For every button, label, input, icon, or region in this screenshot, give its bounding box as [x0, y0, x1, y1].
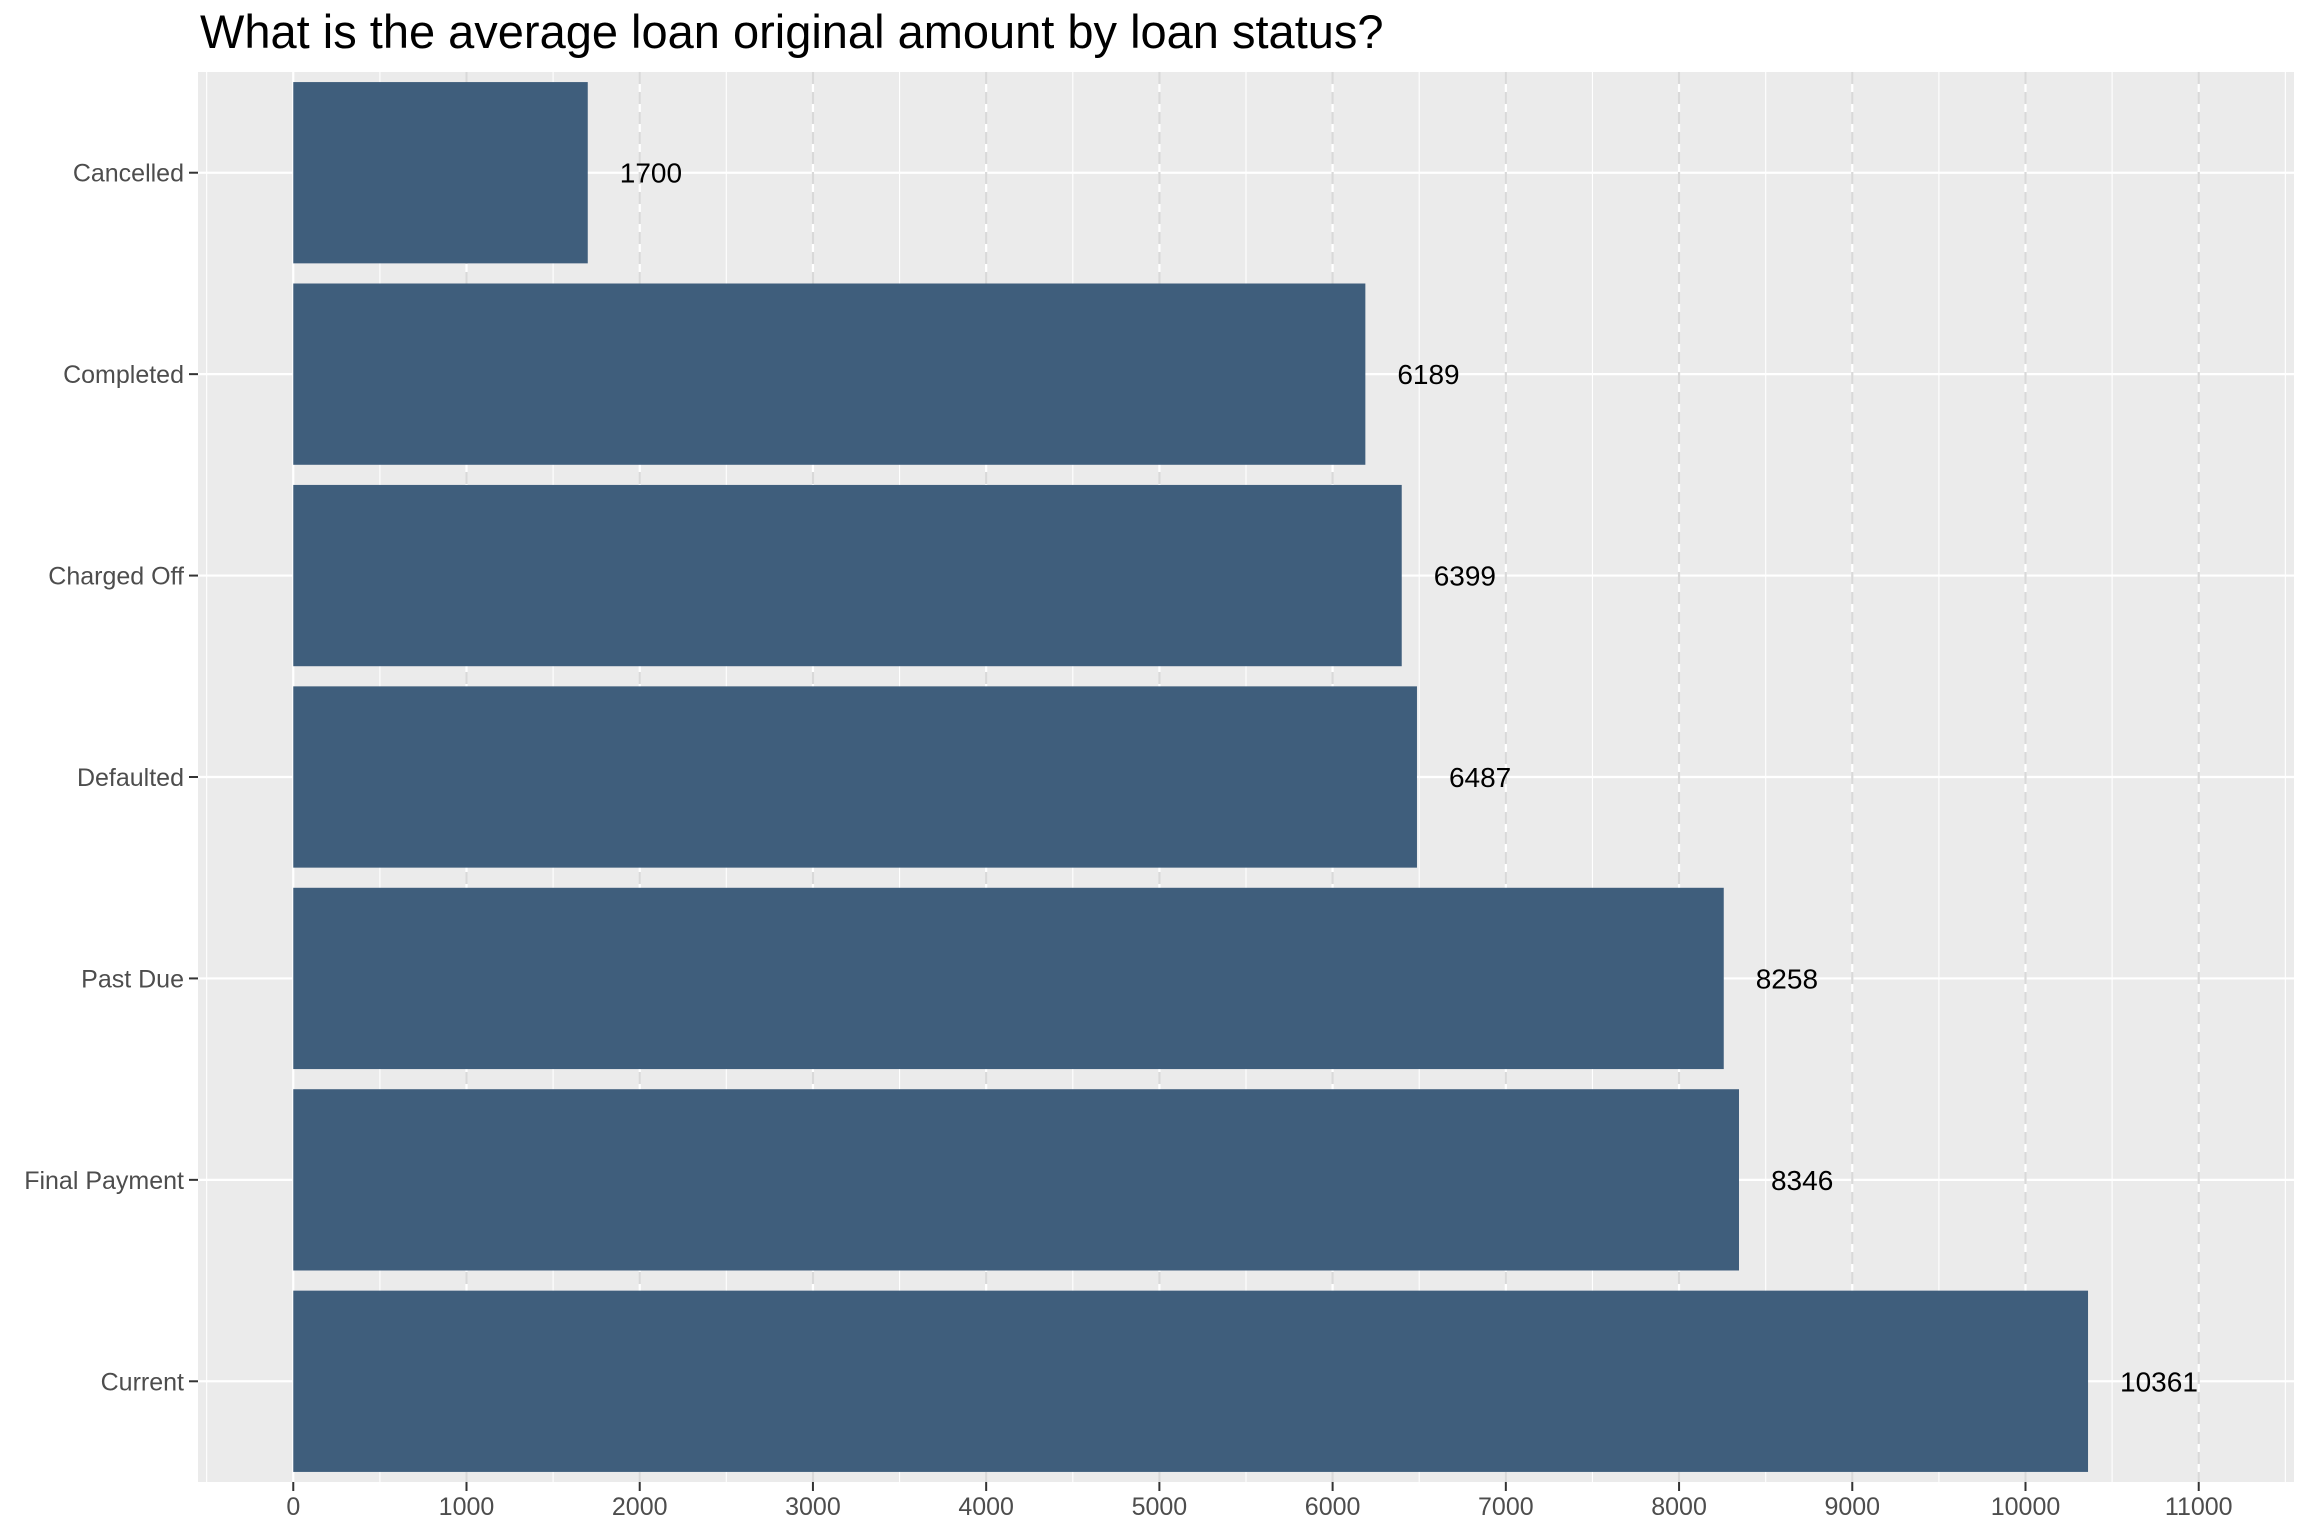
bar-value-label: 8346 — [1771, 1165, 1833, 1196]
y-axis: Cancelled Completed Charged Off Defaulted Pa… — [24, 160, 198, 1396]
x-tick-label: 4000 — [958, 1493, 1014, 1521]
bar-current — [293, 1290, 2089, 1472]
x-tick-label: 8000 — [1651, 1493, 1707, 1521]
y-tick-label: Past Due — [81, 965, 184, 993]
bar-past-due — [293, 887, 1724, 1070]
y-tick-label: Charged Off — [48, 563, 184, 591]
chart-title: What is the average loan original amount… — [200, 5, 1384, 58]
bar-value-label: 10361 — [2120, 1366, 2198, 1397]
x-axis: 0 1000 2000 3000 4000 5000 6000 7000 8000 9000 100… — [286, 1482, 2233, 1521]
x-tick-label: 9000 — [1824, 1493, 1880, 1521]
x-tick-label: 0 — [286, 1493, 300, 1521]
x-tick-label: 11000 — [2165, 1493, 2233, 1521]
bar-value-label: 6189 — [1397, 359, 1459, 390]
x-tick-label: 7000 — [1478, 1493, 1534, 1521]
bar-charged-off — [293, 484, 1402, 667]
bar-value-label: 8258 — [1756, 963, 1818, 994]
y-tick-label: Final Payment — [24, 1167, 184, 1195]
bar-final-payment — [293, 1089, 1739, 1271]
bar-value-label: 1700 — [620, 158, 682, 189]
y-tick-label: Defaulted — [77, 764, 184, 792]
bar-value-label: 6487 — [1449, 762, 1511, 793]
bar-defaulted — [293, 686, 1417, 868]
x-tick-label: 1000 — [439, 1493, 495, 1521]
bars — [293, 82, 2089, 1472]
x-tick-label: 5000 — [1132, 1493, 1188, 1521]
x-tick-label: 10000 — [1991, 1493, 2061, 1521]
x-tick-label: 6000 — [1305, 1493, 1361, 1521]
y-tick-label: Current — [101, 1368, 184, 1396]
bar-value-label: 6399 — [1434, 561, 1496, 592]
x-tick-label: 3000 — [785, 1493, 841, 1521]
y-tick-label: Cancelled — [73, 160, 184, 188]
bar-completed — [293, 283, 1366, 465]
x-tick-label: 2000 — [612, 1493, 668, 1521]
data-labels: 1700 6189 6399 6487 8258 8346 10361 — [620, 158, 2198, 1398]
y-tick-label: Completed — [63, 361, 184, 389]
bar-cancelled — [293, 82, 588, 264]
